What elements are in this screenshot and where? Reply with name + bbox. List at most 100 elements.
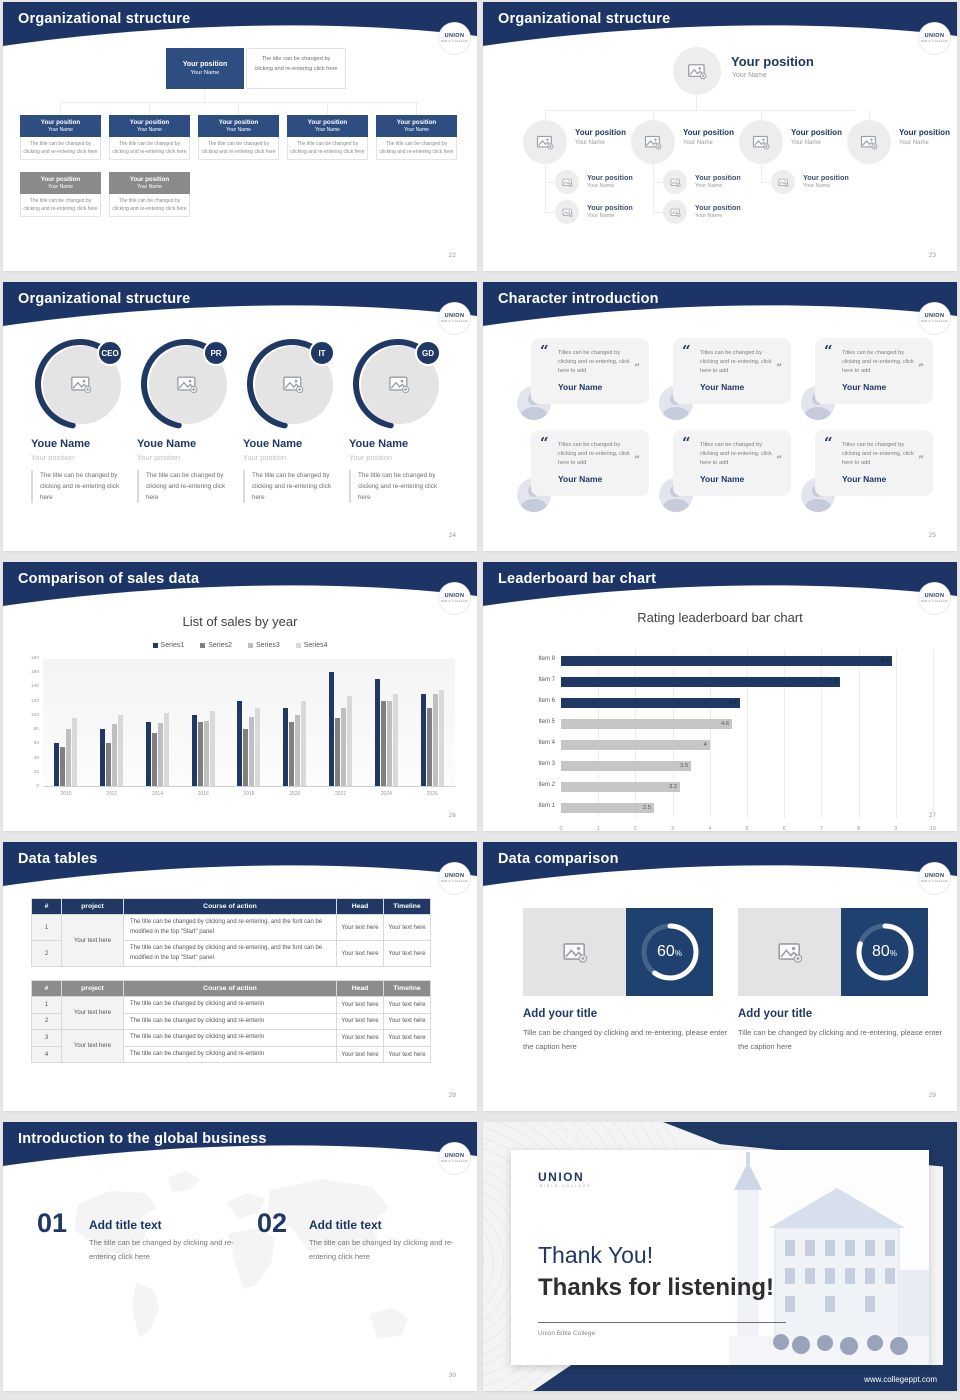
org-sub-name: Your Name — [803, 183, 831, 189]
quote-close-icon: ” — [634, 363, 640, 374]
connector-line — [653, 212, 663, 213]
org-box-header: Your position Your Name — [109, 172, 190, 194]
quote-name: Your Name — [700, 474, 745, 484]
page-number: 28 — [448, 1092, 456, 1099]
role-badge: CEO — [97, 340, 123, 366]
image-placeholder-icon — [536, 135, 554, 150]
bar-group — [100, 659, 124, 786]
page-number: 30 — [448, 1372, 456, 1379]
photo-icon-wrap — [176, 373, 198, 400]
table-header-cell: Head — [336, 980, 384, 997]
connector-line — [696, 95, 697, 110]
head-cell: Your text here — [336, 913, 384, 942]
leaderboard-row: 3.2 — [561, 776, 933, 797]
x-axis-tick: 10 — [929, 826, 937, 831]
chart-title: Rating leaderboard bar chart — [637, 610, 803, 625]
course-cell: The title can be changed by clicking and… — [123, 940, 337, 968]
slide-22-organizational-structure[interactable]: Organizational structure UNION BIBLE COLLE… — [3, 2, 477, 271]
bar-group — [420, 659, 444, 786]
y-axis-tick: 60 — [33, 741, 39, 747]
slide-24-organizational-structure[interactable]: Organizational structure UNION BIBLE COLLE… — [3, 282, 477, 551]
slide-25-character-introduction[interactable]: Character introduction UNION BIBLE COLLEGE… — [483, 282, 957, 551]
legend-label: Series3 — [256, 642, 280, 649]
photo-icon-wrap — [70, 373, 92, 400]
slide-29-data-comparison[interactable]: Data comparison UNION BIBLE COLLEGE 29 60% Ad… — [483, 842, 957, 1111]
timeline-cell: Your text here — [383, 1045, 431, 1064]
image-placeholder-icon — [670, 208, 681, 217]
bar — [197, 722, 203, 786]
org-box-header: Your position Your Name — [20, 172, 101, 194]
project-cell: Your text here — [61, 1029, 124, 1064]
slide-28-data-tables[interactable]: Data tables UNION BIBLE COLLEGE 28 # project C… — [3, 842, 477, 1111]
y-axis-tick: 100 — [30, 712, 39, 718]
bar — [289, 722, 295, 786]
org-sub-photo — [771, 170, 795, 194]
row-number-cell: 4 — [31, 1045, 62, 1064]
gridline — [635, 650, 637, 818]
org-root-note: The title can be changed by clicking and… — [246, 48, 346, 89]
leaderboard-bar: 3.2 — [561, 781, 681, 792]
category-label: Item 3 — [538, 761, 555, 767]
table-header-cell: # — [31, 980, 62, 997]
head-cell: Your text here — [336, 940, 384, 968]
image-placeholder-icon — [177, 376, 198, 394]
slide-30-global-business[interactable]: Introduction to the global business UNION… — [3, 1122, 477, 1391]
union-logo-text: UNION — [924, 872, 945, 879]
page-number: 29 — [928, 1092, 936, 1099]
person-icon — [663, 407, 689, 420]
slide-31-thank-you[interactable]: UNION BIBLE COLLEGE Thank You! Thanks for l… — [483, 1122, 957, 1391]
org-box-name: Your Name — [404, 127, 429, 133]
category-label: Item 5 — [538, 719, 555, 725]
org-child-photo — [739, 120, 783, 164]
bar — [163, 712, 169, 786]
comparison-image — [523, 908, 626, 996]
bar-chart-plot — [43, 659, 455, 787]
org-box: Your position Your Name The title can be c… — [20, 172, 101, 217]
org-box-note: The title can be changed by clicking and… — [20, 137, 101, 160]
leaderboard-row: 7.5 — [561, 671, 933, 692]
bar-group — [237, 659, 261, 786]
y-axis-tick: 20 — [33, 769, 39, 775]
org-sub-name: Your Name — [695, 183, 723, 189]
union-logo-text: UNION — [924, 592, 945, 599]
legend-item: Series4 — [295, 642, 327, 649]
union-logo-text: UNION — [444, 872, 465, 879]
y-axis-tick: 140 — [30, 684, 39, 690]
legend-item: Series1 — [152, 642, 184, 649]
org-box: Your position Your Name The title can be c… — [287, 115, 368, 160]
org-box-position: Your position — [129, 119, 170, 126]
slide-23-organizational-structure[interactable]: Organizational structure UNION BIBLE COLLE… — [483, 2, 957, 271]
header-wave — [3, 562, 477, 618]
legend-label: Series2 — [208, 642, 232, 649]
union-logo: UNION BIBLE COLLEGE — [439, 1143, 470, 1174]
row-number-cell: 1 — [31, 996, 62, 1014]
org-box-note: The title can be changed by clicking and… — [287, 137, 368, 160]
person-name: Youe Name — [31, 438, 91, 450]
world-map — [74, 1171, 408, 1339]
category-label: Item 7 — [538, 677, 555, 683]
quote-name: Your Name — [558, 382, 603, 392]
person-description: The title can be changed by clicking and… — [349, 470, 441, 504]
bar — [328, 672, 334, 786]
progress-number: 60 — [657, 943, 675, 960]
org-box-header: Your position Your Name — [376, 115, 457, 137]
thank-you-heading: Thank You! — [538, 1242, 654, 1268]
x-axis-tick: 8 — [857, 826, 861, 831]
slide-26-sales-chart[interactable]: Comparison of sales data UNION BIBLE COLLE… — [3, 562, 477, 831]
timeline-cell: Your text here — [383, 996, 431, 1014]
table-header-cell: # — [31, 898, 62, 915]
person-description: The title can be changed by clicking and… — [137, 470, 229, 504]
timeline-cell: Your text here — [383, 913, 431, 942]
union-logo-subtext: BIBLE COLLEGE — [920, 319, 949, 324]
org-box-position: Your position — [40, 119, 81, 126]
org-box-position: Your position — [218, 119, 259, 126]
leaderboard-row: 4.8 — [561, 692, 933, 713]
x-axis-tick: 2020 — [289, 791, 301, 797]
person-photo: IT — [243, 338, 339, 430]
course-cell: The title can be changed by clicking and… — [123, 996, 337, 1014]
thank-you-card[interactable]: UNION BIBLE COLLEGE Thank You! Thanks for l… — [511, 1150, 929, 1365]
union-logo-subtext: BIBLE COLLEGE — [440, 1159, 469, 1164]
x-axis-tick: 7 — [819, 826, 823, 831]
